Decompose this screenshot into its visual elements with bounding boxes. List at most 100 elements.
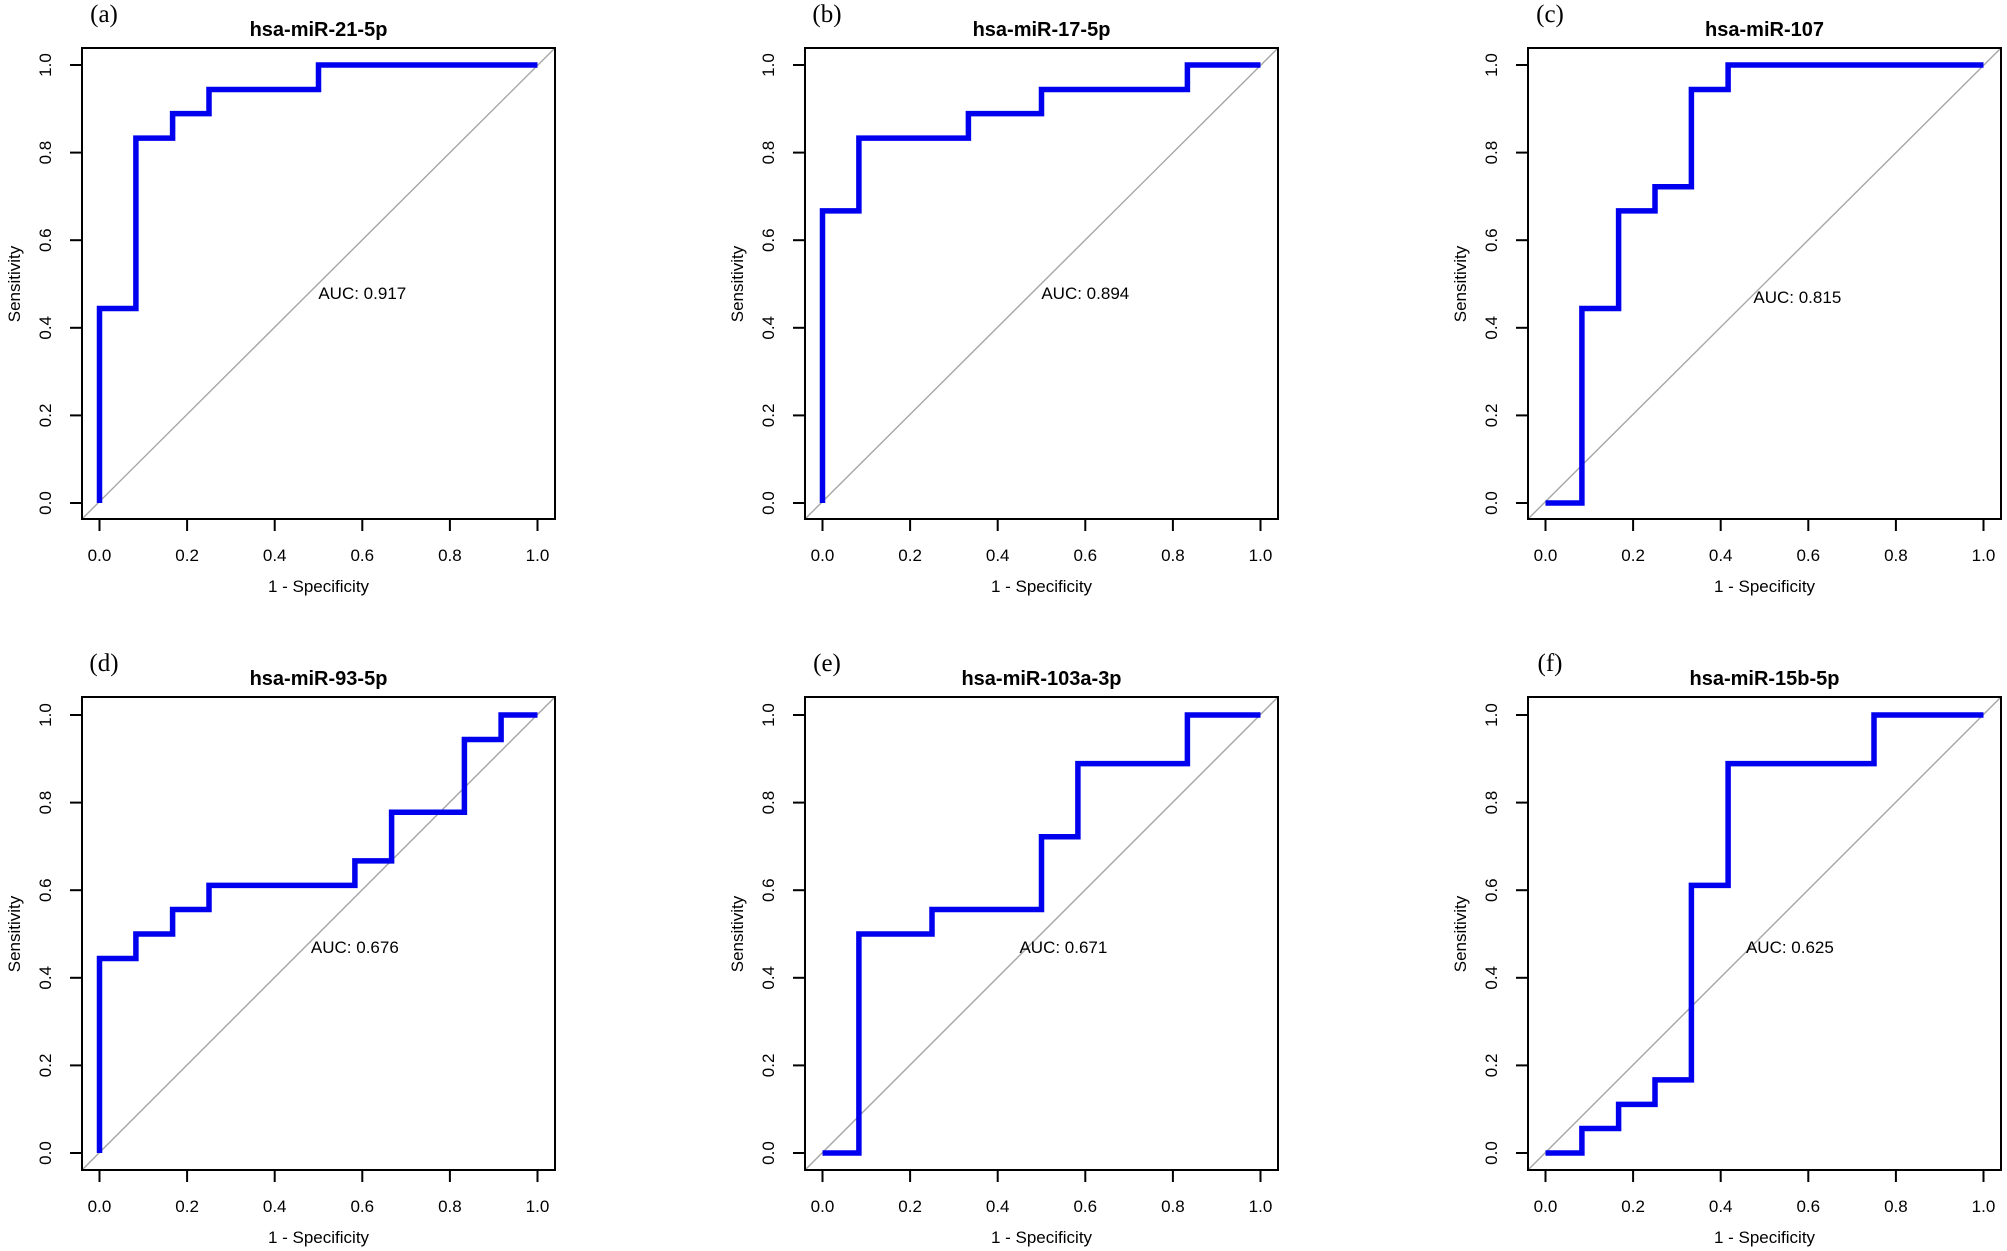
y-tick-label: 1.0 xyxy=(36,703,55,727)
y-tick-label: 0.4 xyxy=(759,966,778,990)
roc-panel-f: 0.0 0.2 0.4 0.6 0.8 1.0 0.0 0.2 0.4 0.6 0.8 1.0 1 - … xyxy=(1338,625,2007,1251)
auc-annotation: AUC: 0.894 xyxy=(1041,284,1129,303)
panel-label: (f) xyxy=(1538,650,1563,677)
x-tick-label: 0.6 xyxy=(1796,546,1820,565)
x-axis-label: 1 - Specificity xyxy=(991,1228,1093,1247)
x-tick-label: 0.4 xyxy=(1709,1197,1733,1216)
y-tick-label: 0.6 xyxy=(36,878,55,902)
panel-label: (b) xyxy=(812,1,841,28)
y-axis-label: Sensitivity xyxy=(1451,245,1470,322)
plot-box xyxy=(804,47,1279,520)
y-tick-label: 0.2 xyxy=(36,404,55,428)
auc-annotation: AUC: 0.676 xyxy=(311,938,399,957)
y-tick-label: 0.4 xyxy=(1482,966,1501,990)
y-tick-label: 0.6 xyxy=(759,228,778,252)
chart-title: hsa-miR-107 xyxy=(1705,19,1824,41)
roc-curve xyxy=(96,62,538,503)
y-tick-label: 0.2 xyxy=(759,1054,778,1078)
plot-box xyxy=(1527,47,2002,520)
y-tick-label: 0.0 xyxy=(1482,1141,1501,1165)
roc-curve xyxy=(1545,712,1984,1156)
x-tick-label: 1.0 xyxy=(526,546,550,565)
roc-curve xyxy=(1545,62,1984,506)
y-tick-label: 0.8 xyxy=(36,791,55,815)
y-tick-label: 1.0 xyxy=(1482,53,1501,77)
chart-title: hsa-miR-21-5p xyxy=(250,19,388,41)
roc-panel-b: 0.0 0.2 0.4 0.6 0.8 1.0 0.0 0.2 0.4 0.6 0.8 1.0 1 - … xyxy=(669,0,1338,625)
x-tick-label: 0.2 xyxy=(175,1197,199,1216)
x-tick-label: 0.6 xyxy=(1073,1197,1097,1216)
y-tick-label: 1.0 xyxy=(759,53,778,77)
x-tick-label: 0.8 xyxy=(1884,1197,1908,1216)
plot-box xyxy=(81,696,556,1171)
y-tick-label: 0.2 xyxy=(1482,1054,1501,1078)
x-tick-label: 0.4 xyxy=(986,1197,1010,1216)
x-tick-label: 1.0 xyxy=(1972,546,1996,565)
x-tick-label: 0.8 xyxy=(1161,1197,1185,1216)
roc-panel-d: 0.0 0.2 0.4 0.6 0.8 1.0 0.0 0.2 0.4 0.6 0.8 1.0 1 - … xyxy=(0,625,669,1251)
roc-chart-e: 0.0 0.2 0.4 0.6 0.8 1.0 0.0 0.2 0.4 0.6 0.8 1.0 1 - … xyxy=(728,650,1279,1247)
roc-panel-a: 0.0 0.2 0.4 0.6 0.8 1.0 0.0 0.2 0.4 0.6 0.8 1.0 1 - … xyxy=(0,0,669,625)
x-tick-label: 0.6 xyxy=(1073,546,1097,565)
y-axis-label: Sensitivity xyxy=(1451,895,1470,972)
x-tick-label: 0.2 xyxy=(1621,1197,1645,1216)
x-tick-label: 1.0 xyxy=(1249,546,1273,565)
roc-chart-a: 0.0 0.2 0.4 0.6 0.8 1.0 0.0 0.2 0.4 0.6 0.8 1.0 1 - … xyxy=(5,1,556,596)
chart-title: hsa-miR-93-5p xyxy=(250,668,388,690)
y-tick-label: 0.0 xyxy=(36,491,55,515)
y-tick-label: 0.6 xyxy=(1482,228,1501,252)
x-tick-label: 0.0 xyxy=(811,546,835,565)
y-tick-label: 0.6 xyxy=(759,878,778,902)
y-tick-label: 0.2 xyxy=(759,404,778,428)
x-tick-label: 0.2 xyxy=(175,546,199,565)
roc-panel-c: 0.0 0.2 0.4 0.6 0.8 1.0 0.0 0.2 0.4 0.6 0.8 1.0 1 - … xyxy=(1338,0,2007,625)
x-tick-label: 0.8 xyxy=(1161,546,1185,565)
y-tick-label: 0.2 xyxy=(36,1054,55,1078)
y-tick-label: 0.0 xyxy=(1482,491,1501,515)
x-axis-label: 1 - Specificity xyxy=(1714,1228,1816,1247)
y-tick-label: 0.4 xyxy=(759,316,778,340)
roc-chart-f: 0.0 0.2 0.4 0.6 0.8 1.0 0.0 0.2 0.4 0.6 0.8 1.0 1 - … xyxy=(1451,650,2002,1247)
y-tick-label: 0.8 xyxy=(36,141,55,165)
auc-annotation: AUC: 0.671 xyxy=(1019,938,1107,957)
y-tick-label: 0.0 xyxy=(36,1141,55,1165)
x-tick-label: 0.4 xyxy=(263,1197,287,1216)
y-axis-label: Sensitivity xyxy=(728,245,747,322)
x-tick-label: 0.6 xyxy=(350,1197,374,1216)
roc-chart-d: 0.0 0.2 0.4 0.6 0.8 1.0 0.0 0.2 0.4 0.6 0.8 1.0 1 - … xyxy=(5,650,556,1247)
x-tick-label: 0.4 xyxy=(1709,546,1733,565)
x-tick-label: 0.8 xyxy=(1884,546,1908,565)
x-tick-label: 0.6 xyxy=(350,546,374,565)
x-tick-label: 0.0 xyxy=(1534,1197,1558,1216)
x-tick-label: 0.2 xyxy=(1621,546,1645,565)
x-axis-label: 1 - Specificity xyxy=(268,1228,370,1247)
auc-annotation: AUC: 0.625 xyxy=(1746,938,1834,957)
x-tick-label: 0.8 xyxy=(438,1197,462,1216)
x-tick-label: 0.8 xyxy=(438,546,462,565)
y-tick-label: 1.0 xyxy=(759,703,778,727)
x-tick-label: 0.2 xyxy=(898,1197,922,1216)
panel-label: (e) xyxy=(813,650,841,677)
diagonal-reference-line xyxy=(1527,47,2002,520)
x-tick-label: 1.0 xyxy=(1972,1197,1996,1216)
x-axis-label: 1 - Specificity xyxy=(1714,577,1816,596)
chart-title: hsa-miR-17-5p xyxy=(973,19,1111,41)
y-tick-label: 0.0 xyxy=(759,491,778,515)
x-axis-label: 1 - Specificity xyxy=(268,577,370,596)
panel-label: (c) xyxy=(1536,1,1564,28)
chart-title: hsa-miR-15b-5p xyxy=(1689,668,1839,690)
x-tick-label: 0.2 xyxy=(898,546,922,565)
auc-annotation: AUC: 0.917 xyxy=(318,284,406,303)
diagonal-reference-line xyxy=(804,696,1279,1171)
x-tick-label: 0.0 xyxy=(88,546,112,565)
y-tick-label: 0.2 xyxy=(1482,404,1501,428)
y-tick-label: 0.6 xyxy=(1482,878,1501,902)
y-tick-label: 0.4 xyxy=(1482,316,1501,340)
y-tick-label: 0.8 xyxy=(759,791,778,815)
panel-label: (d) xyxy=(89,650,118,677)
x-tick-label: 1.0 xyxy=(1249,1197,1273,1216)
diagonal-reference-line xyxy=(81,696,556,1171)
diagonal-reference-line xyxy=(804,47,1279,520)
y-tick-label: 0.4 xyxy=(36,966,55,990)
